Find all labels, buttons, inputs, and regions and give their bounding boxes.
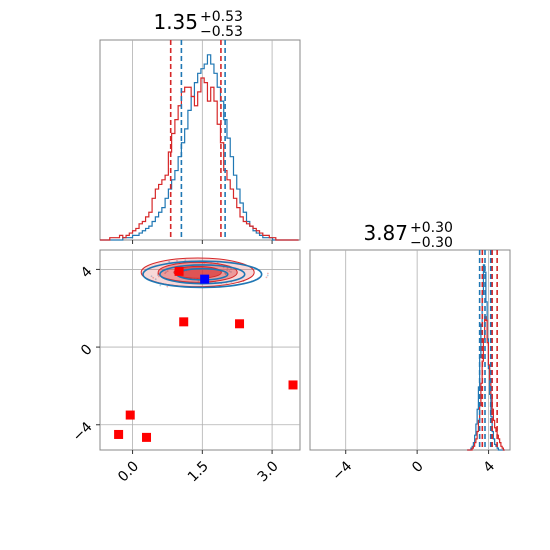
joint-sample-dot-50 (226, 269, 229, 272)
joint-y-tick-labels: 4 0 −4 (70, 264, 96, 445)
marginal-y-title-value: 3.87 (363, 221, 408, 245)
marginal-x-title: 1.35 +0.53 −0.53 (153, 9, 242, 40)
joint-red-point-6 (142, 432, 152, 442)
joint-red-point-1 (179, 317, 189, 327)
joint-panel: 0.0 1.5 3.0 4 0 −4 (70, 249, 301, 485)
joint-blue-contour-0 (142, 260, 263, 289)
marginal-y-title-minus: −0.30 (410, 235, 453, 251)
marginal-x-title-value: 1.35 (153, 10, 198, 34)
marginal-y-tick-label-1: 0 (409, 458, 427, 476)
marginal-x-title-minus: −0.53 (200, 24, 243, 40)
joint-sample-dot-21 (224, 272, 227, 275)
joint-blue-contour-1 (159, 264, 246, 285)
joint-sample-dot-16 (230, 267, 232, 270)
joint-sample-dot-41 (166, 285, 169, 288)
joint-contours (140, 257, 269, 289)
marginal-y-tick-label-2: 4 (481, 458, 499, 476)
joint-sample-dot-9 (166, 270, 169, 272)
joint-red-point-4 (125, 410, 135, 420)
joint-sample-dot-46 (154, 278, 157, 281)
joint-sample-dot-59 (158, 275, 160, 278)
joint-x-tick-label-0: 0.0 (115, 458, 142, 485)
joint-sample-dot-34 (266, 274, 269, 277)
joint-sample-dot-29 (228, 270, 231, 273)
marginal-y-x-tick-labels: −4 0 4 (329, 458, 498, 484)
joint-y-tick-label-0: 4 (78, 264, 96, 282)
joint-sample-dot-20 (159, 284, 162, 287)
marginal-x-title-plus: +0.53 (200, 9, 243, 25)
joint-points (114, 266, 298, 442)
joint-sample-dot-0 (224, 273, 227, 276)
marginal-y-tick-label-0: −4 (329, 458, 355, 484)
joint-x-tick-label-1: 1.5 (185, 458, 212, 485)
marginal-x-frame (99, 39, 301, 241)
joint-sample-dot-30 (165, 271, 167, 274)
joint-y-tick-label-1: 0 (78, 341, 96, 359)
joint-red-point-2 (235, 319, 245, 329)
joint-sample-dot-48 (168, 260, 171, 263)
marginal-x-grid (132, 40, 273, 244)
joint-x-tick-labels: 0.0 1.5 3.0 (115, 458, 282, 485)
marginal-y-quantile-lines (478, 250, 498, 450)
joint-sample-dot-6 (184, 259, 187, 262)
joint-red-point-0 (174, 266, 184, 276)
joint-sample-dot-8 (230, 271, 232, 273)
marginal-y-histogram-series-1 (467, 316, 505, 451)
marginal-y-title: 3.87 +0.30 −0.30 (363, 220, 452, 251)
joint-red-point-3 (288, 380, 298, 390)
marginal-x-histograms (100, 54, 299, 241)
marginal-x-quantile-lines (169, 40, 226, 240)
joint-sample-dot-27 (176, 259, 178, 262)
joint-blue-point-0 (200, 274, 210, 284)
joint-sample-dot-4 (150, 275, 153, 278)
joint-x-tick-label-2: 3.0 (255, 458, 282, 485)
joint-sample-dot-55 (266, 272, 269, 275)
joint-sample-dot-51 (164, 272, 167, 275)
marginal-x-panel: 1.35 +0.53 −0.53 (99, 9, 301, 244)
joint-sample-dot-37 (226, 267, 229, 269)
marginal-y-panel: −4 0 4 3.87 +0.30 −0.30 (309, 220, 511, 484)
marginal-y-title-plus: +0.30 (410, 220, 453, 236)
joint-sample-dot-13 (265, 276, 268, 279)
joint-sample-dot-38 (157, 274, 159, 277)
joint-red-point-5 (114, 429, 124, 439)
marginal-x-histogram-series-1 (100, 77, 299, 241)
joint-y-tick-label-2: −4 (70, 419, 96, 445)
joint-sample-dot-25 (152, 276, 155, 279)
marginal-y-histograms (467, 264, 505, 451)
